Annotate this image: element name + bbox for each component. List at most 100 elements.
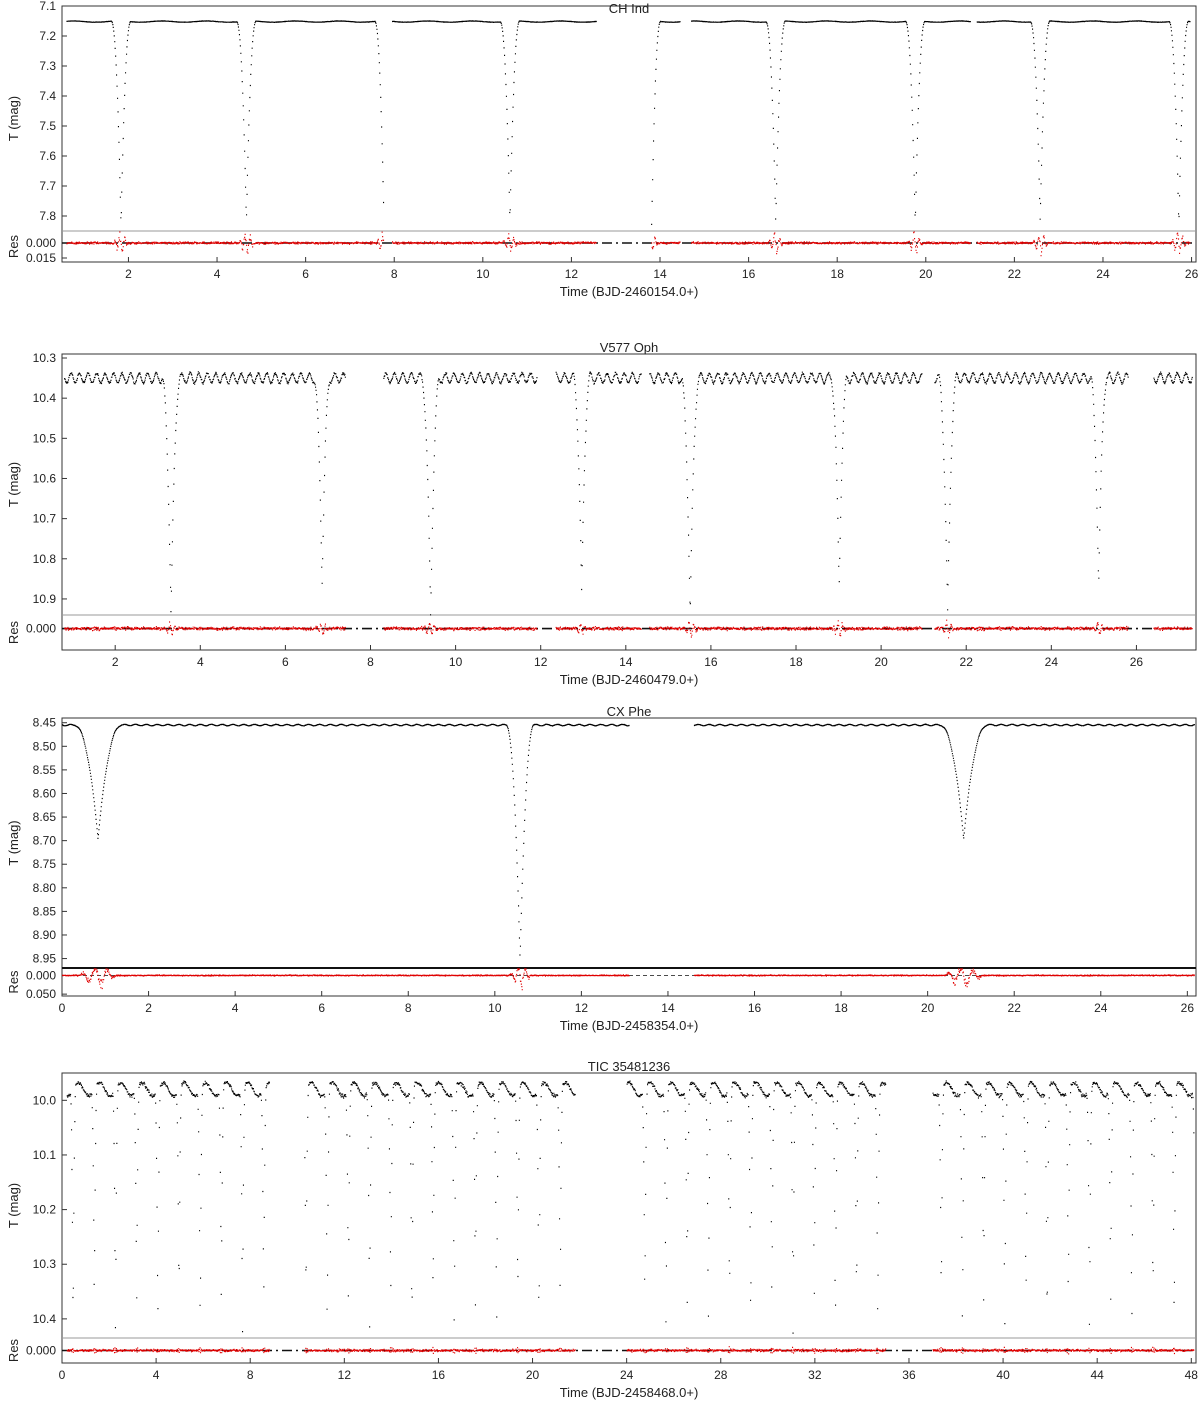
x-tick-label: 20 (919, 267, 933, 281)
x-tick-label: 22 (1008, 267, 1022, 281)
x-tick-label: 24 (1094, 1001, 1108, 1015)
y-tick-label: 8.80 (33, 881, 57, 895)
y-tick-label: 10.6 (33, 471, 57, 485)
residual-points (66, 1346, 1195, 1355)
y-tick-label: 8.65 (33, 810, 57, 824)
light-curve-points (64, 371, 1193, 616)
x-tick-label: 18 (831, 267, 845, 281)
x-tick-label: 16 (742, 267, 756, 281)
x-tick-label: 12 (534, 655, 548, 669)
x-tick-label: 28 (714, 1368, 728, 1382)
res-y-tick-label: 0.000 (26, 622, 56, 636)
x-tick-label: 24 (620, 1368, 634, 1382)
x-tick-label: 2 (112, 655, 119, 669)
y-tick-label: 8.75 (33, 857, 57, 871)
x-tick-label: 20 (874, 655, 888, 669)
x-tick-label: 26 (1185, 267, 1199, 281)
x-tick-label: 8 (367, 655, 374, 669)
plot-frame (61, 717, 1197, 997)
y-tick-label: 8.55 (33, 763, 57, 777)
x-tick-label: 22 (1008, 1001, 1022, 1015)
x-tick-label: 10 (449, 655, 463, 669)
x-tick-label: 20 (526, 1368, 540, 1382)
x-tick-label: 4 (214, 267, 221, 281)
y-tick-label: 7.7 (39, 179, 56, 193)
residual-points (66, 231, 1191, 257)
x-tick-label: 44 (1091, 1368, 1105, 1382)
res-y-tick-label: 0.000 (26, 236, 56, 250)
y-axis-label: T (mag) (6, 820, 21, 865)
y-tick-label: 8.60 (33, 786, 57, 800)
plot-frame (61, 1072, 1197, 1364)
light-curve-points (66, 1080, 1195, 1334)
x-tick-label: 24 (1096, 267, 1110, 281)
y-tick-label: 10.5 (33, 431, 57, 445)
x-tick-label: 4 (232, 1001, 239, 1015)
x-tick-label: 12 (575, 1001, 589, 1015)
x-tick-label: 0 (59, 1368, 66, 1382)
panel-title: V577 Oph (600, 340, 659, 355)
y-tick-label: 7.5 (39, 119, 56, 133)
x-tick-label: 16 (704, 655, 718, 669)
plot-frame (61, 5, 1197, 263)
y-tick-label: 7.8 (39, 209, 56, 223)
y-tick-label: 7.1 (39, 0, 56, 13)
y-tick-label: 8.90 (33, 928, 57, 942)
x-tick-label: 0 (59, 1001, 66, 1015)
y-tick-label: 10.9 (33, 592, 57, 606)
x-tick-label: 4 (153, 1368, 160, 1382)
x-tick-label: 20 (921, 1001, 935, 1015)
y-tick-label: 10.3 (33, 1257, 57, 1271)
x-tick-label: 16 (748, 1001, 762, 1015)
x-tick-label: 32 (808, 1368, 822, 1382)
x-axis-label: Time (BJD-2458468.0+) (560, 1385, 699, 1400)
y-axis-label: T (mag) (6, 462, 21, 507)
x-tick-label: 48 (1185, 1368, 1199, 1382)
y-tick-label: 10.2 (33, 1203, 57, 1217)
residual-points (64, 619, 1193, 639)
residual-points (62, 968, 1195, 991)
x-tick-label: 40 (996, 1368, 1010, 1382)
y-axis-label: T (mag) (6, 1183, 21, 1228)
y-tick-label: 10.7 (33, 512, 57, 526)
x-tick-label: 18 (789, 655, 803, 669)
res-axis-label: Res (6, 620, 21, 644)
light-curve-points (62, 723, 1195, 956)
x-tick-label: 8 (405, 1001, 412, 1015)
light-curve-points (66, 20, 1191, 225)
res-y-tick-label: 0.000 (26, 1344, 56, 1358)
y-tick-label: 7.3 (39, 59, 56, 73)
panel-title: CH Ind (609, 1, 649, 16)
x-tick-label: 2 (125, 267, 132, 281)
x-tick-label: 10 (488, 1001, 502, 1015)
x-tick-label: 16 (432, 1368, 446, 1382)
y-tick-label: 7.4 (39, 89, 56, 103)
x-axis-label: Time (BJD-2460479.0+) (560, 672, 699, 687)
x-tick-label: 10 (476, 267, 490, 281)
panel-title: TIC 35481236 (588, 1059, 670, 1074)
x-tick-label: 6 (282, 655, 289, 669)
panel-title: CX Phe (607, 704, 652, 719)
x-tick-label: 2 (145, 1001, 152, 1015)
x-axis-label: Time (BJD-2460154.0+) (560, 284, 699, 299)
res-y-tick-label: 0.000 (26, 968, 56, 982)
y-tick-label: 10.0 (33, 1093, 57, 1107)
y-tick-label: 7.6 (39, 149, 56, 163)
x-tick-label: 26 (1181, 1001, 1195, 1015)
x-tick-label: 12 (338, 1368, 352, 1382)
x-tick-label: 18 (834, 1001, 848, 1015)
x-tick-label: 14 (619, 655, 633, 669)
y-tick-label: 8.70 (33, 834, 57, 848)
y-tick-label: 8.45 (33, 716, 57, 730)
y-tick-label: 10.8 (33, 552, 57, 566)
x-tick-label: 22 (960, 655, 974, 669)
plot-frame (61, 353, 1197, 651)
y-tick-label: 10.4 (33, 391, 57, 405)
x-tick-label: 6 (318, 1001, 325, 1015)
res-axis-label: Res (6, 234, 21, 258)
